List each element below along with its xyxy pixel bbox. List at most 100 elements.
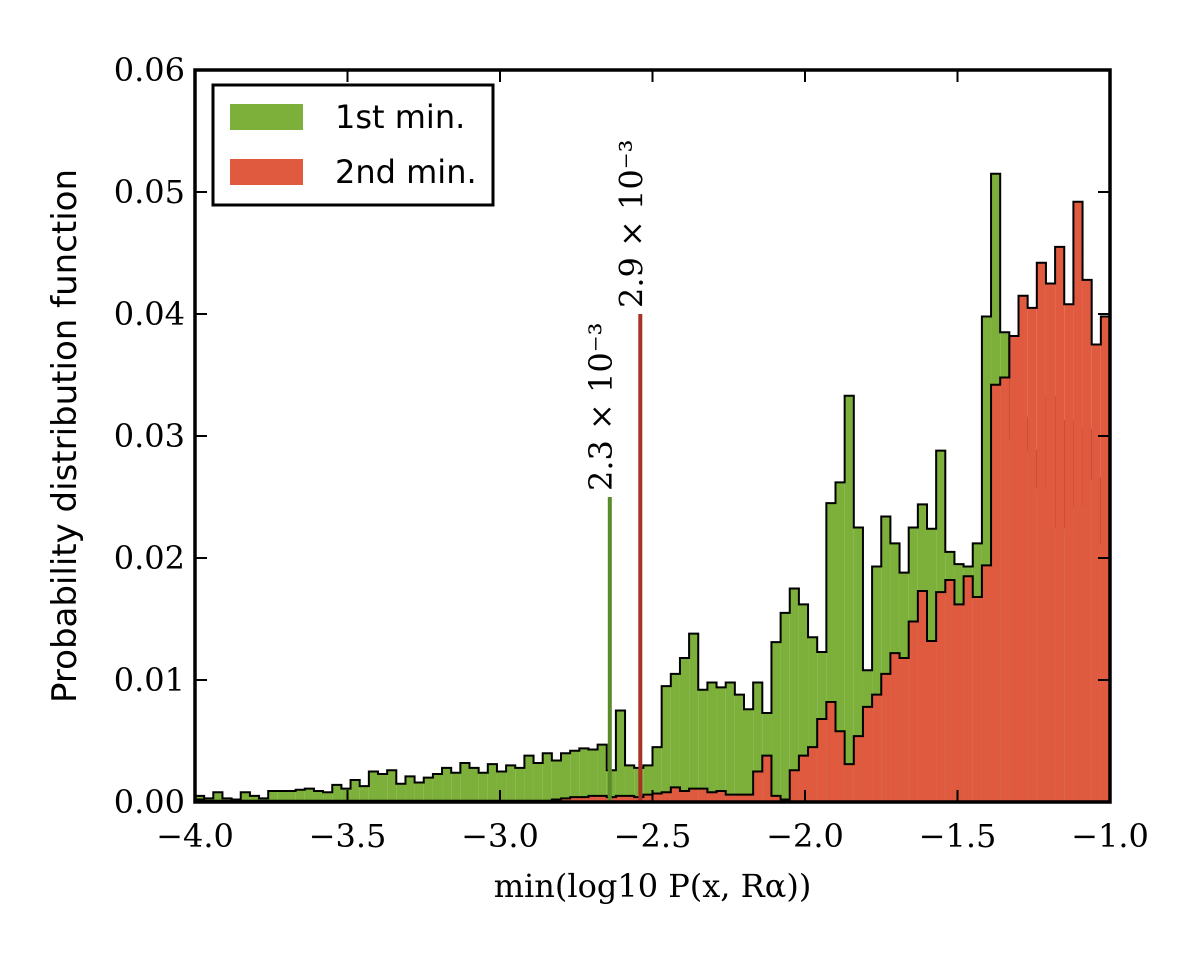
histogram-bar (368, 771, 378, 802)
histogram-outline (194, 172, 1111, 802)
histogram-bar (268, 791, 278, 802)
y-tick-label: 0.04 (114, 295, 185, 333)
histogram-bar (570, 797, 580, 802)
histogram-bar (661, 686, 671, 802)
histogram-bar (643, 765, 653, 802)
histogram-bar (1055, 246, 1065, 802)
histogram-bar (734, 794, 744, 802)
histogram-bar (945, 579, 955, 802)
histogram-bar (1000, 377, 1010, 802)
histogram-bar (698, 788, 708, 802)
x-tick-label: −2.5 (614, 817, 692, 855)
histogram-bar (844, 395, 854, 802)
histogram-bar (835, 731, 845, 802)
histogram-bar (798, 755, 809, 802)
histogram-bar (469, 767, 479, 802)
histogram-bar (1018, 295, 1028, 802)
histogram-bar (378, 773, 388, 802)
legend-label: 2nd min. (335, 153, 477, 191)
histogram-bar (670, 673, 680, 802)
histogram-bar (954, 604, 964, 802)
plot-bars (194, 172, 1111, 803)
histogram-bar (341, 788, 351, 802)
histogram-bar (442, 767, 452, 802)
histogram-bar (396, 783, 406, 802)
histogram-bar (579, 748, 589, 802)
histogram-bar (1009, 335, 1019, 802)
y-axis-label: Probability distribution function (45, 169, 85, 703)
histogram-bar (313, 791, 324, 802)
histogram-bar (835, 482, 845, 802)
histogram-bar (561, 753, 571, 802)
histogram-bar (1073, 201, 1083, 802)
x-tick-label: −4.0 (156, 817, 234, 855)
histogram-bar (826, 503, 836, 802)
histogram-bar (826, 701, 836, 802)
histogram-bar (872, 566, 882, 802)
histogram-bar (1064, 304, 1074, 802)
marker-label-2: 2.9 × 10⁻³ (612, 140, 650, 308)
histogram-bar (744, 794, 754, 802)
histogram-bar (963, 576, 973, 802)
histogram-bar (881, 516, 891, 802)
histogram-bar (451, 772, 461, 802)
histogram-bar (570, 750, 580, 802)
histogram-bar (1091, 344, 1101, 802)
legend-swatch (230, 159, 303, 185)
histogram-bar (579, 797, 589, 802)
marker-label-1: 2.3 × 10⁻³ (582, 323, 620, 491)
series-2 (194, 200, 1111, 803)
histogram-bar (808, 747, 818, 802)
histogram-bar (789, 588, 799, 802)
x-tick-label: −3.5 (309, 817, 387, 855)
legend: 1st min. 2nd min. (211, 83, 495, 207)
x-axis-label: min(log10 P(x, Rα)) (494, 867, 812, 905)
histogram-bar (744, 709, 754, 802)
histogram-bar (753, 682, 763, 802)
histogram-bar (981, 565, 992, 802)
histogram-bar (643, 794, 653, 802)
histogram-bar (561, 798, 571, 802)
histogram-bar (927, 640, 937, 802)
legend-label: 1st min. (335, 98, 465, 136)
x-tick-label: −1.0 (1071, 817, 1149, 855)
histogram-bar (899, 658, 909, 802)
histogram-bar (213, 792, 223, 802)
histogram-bar (414, 782, 424, 802)
histogram-bar (707, 792, 717, 802)
histogram-bar (707, 682, 717, 802)
histogram-bar (487, 764, 497, 802)
histogram-bar (1027, 307, 1037, 802)
x-tick-label: −2.0 (766, 817, 844, 855)
histogram-bar (679, 791, 690, 802)
histogram-bar (295, 789, 305, 802)
histogram-bar (652, 793, 662, 802)
histogram-bar (981, 316, 992, 802)
histogram-bar (771, 795, 781, 802)
histogram-bar (533, 762, 543, 802)
histogram-bar (936, 592, 946, 802)
histogram-bar (734, 694, 744, 802)
histogram-bar (780, 612, 790, 802)
histogram-bar (615, 710, 626, 802)
histogram-bar (652, 747, 662, 802)
histogram-bar (908, 621, 918, 802)
histogram-bar (972, 597, 982, 802)
histogram-bar (890, 653, 900, 802)
histogram-bar (286, 791, 296, 802)
histogram-bar (872, 694, 882, 802)
histogram-bar (689, 788, 699, 802)
histogram-bar (716, 687, 726, 802)
y-tick-label: 0.03 (114, 417, 185, 455)
histogram-bar (625, 765, 635, 802)
histogram-bar (725, 794, 735, 802)
histogram-bar (853, 736, 863, 802)
plot-marker-lines: 2.3 × 10⁻³ 2.9 × 10⁻³ (582, 140, 650, 802)
histogram-bar (405, 776, 415, 802)
histogram-bar (304, 788, 314, 802)
histogram-bar (542, 753, 552, 802)
histogram-bar (332, 784, 342, 802)
histogram-bar (698, 689, 708, 802)
